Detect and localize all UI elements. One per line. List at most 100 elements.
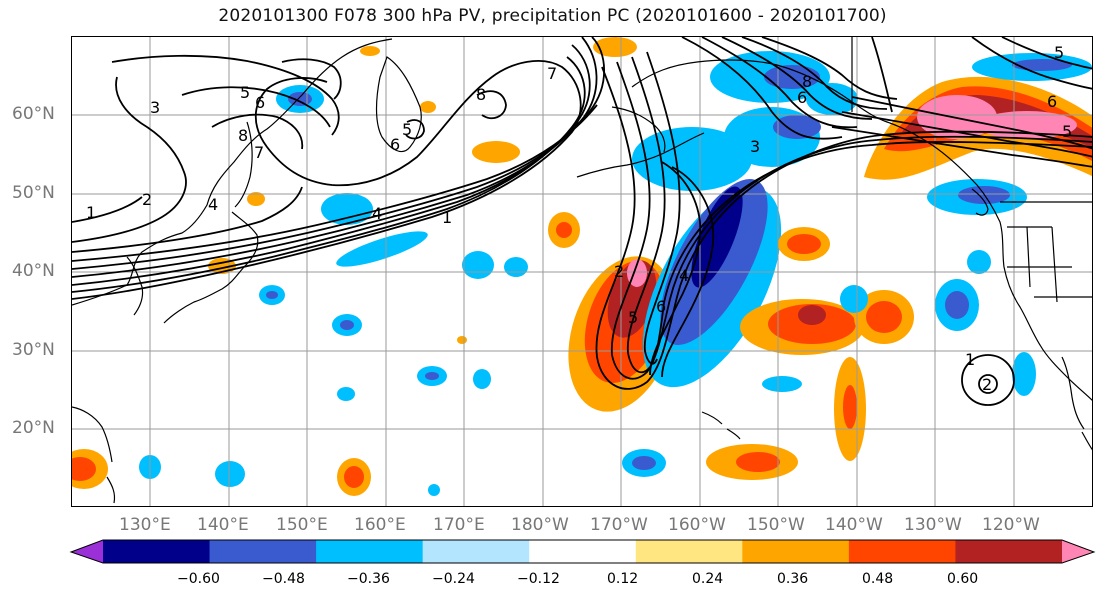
contour-label: 6 [255,93,265,112]
colorbar-tick: 0.36 [777,571,809,587]
lon-label-140w: 140°W [825,515,883,535]
coastline-sakhalin [234,121,253,208]
pv-contour [281,58,342,100]
lon-label-130e: 130°E [119,515,171,535]
colorbar-tick: 0.12 [607,571,639,587]
colorbar-tick: −0.48 [262,571,305,587]
pv-contour [72,60,582,300]
colorbar-outline [69,539,1096,564]
pv-contour [72,37,606,270]
pv-contour [72,37,598,278]
coastline-us-states [1007,226,1092,303]
contour-label: 8 [802,72,812,91]
gridlines [72,37,1092,506]
lon-label-170e: 170°E [433,515,485,535]
colorbar-tick: 0.24 [692,571,724,587]
contour-label: 2 [982,375,992,394]
lat-label-50n: 50°N [12,183,55,203]
colorbar-tick: −0.60 [177,571,220,587]
coastline-alaska [631,59,933,146]
colorbar-tick: 0.60 [947,571,979,587]
contour-label: 7 [254,143,264,162]
pv-contour [72,56,586,293]
precip-blob [843,385,857,429]
pv-contour [649,161,702,376]
lat-label-60n: 60°N [12,104,55,124]
pv-contour [661,166,715,378]
coastline-asia [72,38,393,306]
precip-blob [472,141,520,163]
contour-labels: 3 5 6 8 7 2 1 4 8 6 5 4 1 7 8 6 3 2 6 5 … [86,43,1072,394]
colorbar-extend-high [1062,540,1094,563]
contour-label: 5 [1054,43,1064,62]
coastline-hawaii [701,411,741,440]
contour-label: 1 [965,350,975,369]
precip-blob [806,83,858,115]
pv-contour [851,96,1092,150]
pv-contour [72,196,143,223]
contour-label: 8 [238,126,248,145]
colorbar-tick: −0.12 [517,571,560,587]
precip-blob [840,285,868,313]
colorbar-segments [71,540,1094,563]
coastlines [72,37,1092,504]
precip-blob [340,320,354,330]
pv-contour [181,86,331,128]
lat-label-40n: 40°N [12,261,55,281]
colorbar-segment [742,540,850,563]
pv-contour [72,44,591,286]
pv-contour [72,76,187,243]
pv-contour [111,54,340,136]
precip-blob [462,251,494,279]
colorbar-segment [955,540,1063,563]
precip-blob [773,115,821,139]
pv-contour [841,111,1092,158]
coastline-vancouver [971,188,989,216]
lon-label-150e: 150°E [276,515,328,535]
pv-contour [626,56,1092,374]
coastline-mexico [1081,431,1092,451]
pv-contour [72,104,598,262]
precip-blob [72,457,96,481]
coastline-korea [126,256,144,316]
precip-blob [787,234,821,254]
lon-label-150w: 150°W [747,515,805,535]
contour-label: 5 [402,120,412,139]
lat-label-30n: 30°N [12,340,55,360]
coastline-japan [163,211,259,324]
coastline-north-america [931,144,1092,401]
coastline-china [72,406,113,463]
pv-contour [971,37,1092,90]
colorbar-tick: −0.24 [432,571,475,587]
colorbar-tick: 0.48 [862,571,894,587]
contour-label: 1 [86,203,96,222]
contour-label: 2 [142,190,152,209]
precip-blob [288,92,312,106]
pv-contour [643,51,681,365]
lon-label-160e: 160°E [354,515,406,535]
colorbar-extend-low [71,540,103,563]
contour-label: 3 [750,137,760,156]
precip-blob [247,192,265,206]
pv-contour [681,37,843,140]
contour-label: 4 [208,195,218,214]
contour-label: 5 [1062,122,1072,141]
pv-contour [961,354,1015,406]
contour-label: 5 [240,83,250,102]
contour-label: 8 [476,85,486,104]
coastline-kamchatka [375,56,422,152]
precip-shading [72,37,1092,496]
precip-blob [420,101,436,113]
precip-blob [428,484,440,496]
pv-contour [211,113,304,150]
chart-title: 2020101300 F078 300 hPa PV, precipitatio… [218,6,887,26]
precip-blob [344,466,364,488]
pv-contour [831,126,1092,168]
contour-label: 6 [1047,92,1057,111]
lon-label-160w: 160°W [668,515,726,535]
colorbar-tick: −0.36 [347,571,390,587]
coastline-aleutians [576,132,705,178]
lon-label-140e: 140°E [197,515,249,535]
precip-blob [1012,59,1072,71]
precip-blob [504,257,528,277]
